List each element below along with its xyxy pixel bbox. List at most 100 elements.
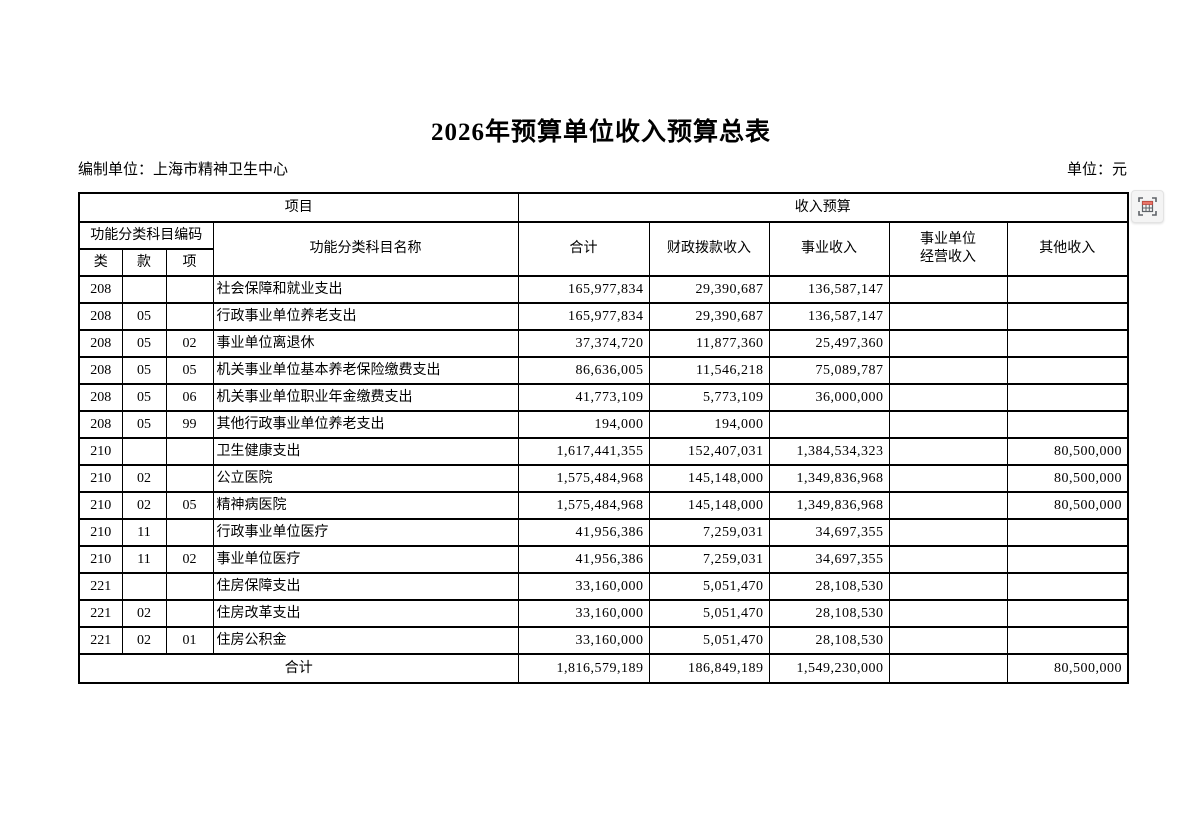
cell-code-kuan: [121, 437, 167, 466]
cell-fiscal-income: 145,148,000: [648, 491, 770, 520]
cell-code-xiang: 02: [165, 545, 214, 574]
table-row: 221 02 住房改革支出 33,160,000 5,051,470 28,108,530: [78, 599, 1129, 628]
table-row: 208 05 05 机关事业单位基本养老保险缴费支出 86,636,005 11,546,…: [78, 356, 1129, 385]
cell-fiscal-income: 29,390,687: [648, 302, 770, 331]
cell-subject-name: 行政事业单位养老支出: [212, 302, 519, 331]
cell-code-lei: 210: [78, 545, 123, 574]
cell-other-income: [1006, 599, 1129, 628]
table-row: 210 02 05 精神病医院 1,575,484,968 145,148,000 1,34…: [78, 491, 1129, 520]
cell-code-kuan: 05: [121, 302, 167, 331]
total-row-other: 80,500,000: [1006, 653, 1129, 684]
cell-code-lei: 208: [78, 410, 123, 439]
header-code-kuan: 款: [121, 248, 167, 277]
cell-total: 41,773,109: [517, 383, 650, 412]
cell-fiscal-income: 11,546,218: [648, 356, 770, 385]
cell-code-xiang: 06: [165, 383, 214, 412]
cell-fiscal-income: 7,259,031: [648, 545, 770, 574]
cell-total: 41,956,386: [517, 545, 650, 574]
cell-business-income: 136,587,147: [768, 275, 890, 304]
cell-code-xiang: [165, 275, 214, 304]
table-row: 208 05 行政事业单位养老支出 165,977,834 29,390,687 136,…: [78, 302, 1129, 331]
cell-code-kuan: 05: [121, 383, 167, 412]
cell-business-income: 28,108,530: [768, 626, 890, 655]
total-row-label: 合计: [78, 653, 519, 684]
cell-code-xiang: 01: [165, 626, 214, 655]
cell-operating-income: [888, 383, 1008, 412]
cell-other-income: [1006, 545, 1129, 574]
header-project: 项目: [78, 192, 519, 223]
cell-fiscal-income: 7,259,031: [648, 518, 770, 547]
header-row-columns: 功能分类科目编码 功能分类科目名称 合计 财政拨款收入 事业收入 事业单位 经营…: [78, 221, 1129, 277]
cell-other-income: 80,500,000: [1006, 464, 1129, 493]
cell-fiscal-income: 5,051,470: [648, 599, 770, 628]
header-business-income: 事业收入: [768, 221, 890, 277]
cell-business-income: 28,108,530: [768, 599, 890, 628]
cell-operating-income: [888, 626, 1008, 655]
cell-business-income: 25,497,360: [768, 329, 890, 358]
prepared-by-label: 编制单位：上海市精神卫生中心: [78, 162, 289, 178]
cell-code-kuan: 02: [121, 464, 167, 493]
table-capture-icon: [1138, 197, 1157, 216]
cell-operating-income: [888, 275, 1008, 304]
cell-total: 1,575,484,968: [517, 464, 650, 493]
cell-code-xiang: [165, 572, 214, 601]
cell-code-kuan: 11: [121, 518, 167, 547]
cell-total: 33,160,000: [517, 626, 650, 655]
cell-business-income: 1,349,836,968: [768, 464, 890, 493]
cell-other-income: [1006, 275, 1129, 304]
cell-code-kuan: [121, 275, 167, 304]
cell-code-xiang: 02: [165, 329, 214, 358]
table-row: 210 11 02 事业单位医疗 41,956,386 7,259,031 34,697,3…: [78, 545, 1129, 574]
cell-code-xiang: [165, 437, 214, 466]
cell-code-kuan: 11: [121, 545, 167, 574]
header-code-lei: 类: [78, 248, 123, 277]
cell-business-income: 34,697,355: [768, 545, 890, 574]
cell-subject-name: 社会保障和就业支出: [212, 275, 519, 304]
cell-other-income: [1006, 383, 1129, 412]
cell-operating-income: [888, 437, 1008, 466]
table-row: 221 02 01 住房公积金 33,160,000 5,051,470 28,108,53…: [78, 626, 1129, 655]
cell-fiscal-income: 29,390,687: [648, 275, 770, 304]
cell-code-kuan: [121, 572, 167, 601]
cell-business-income: 75,089,787: [768, 356, 890, 385]
cell-other-income: [1006, 626, 1129, 655]
cell-total: 1,575,484,968: [517, 491, 650, 520]
cell-operating-income: [888, 599, 1008, 628]
cell-code-lei: 208: [78, 275, 123, 304]
cell-subject-name: 机关事业单位基本养老保险缴费支出: [212, 356, 519, 385]
cell-business-income: 36,000,000: [768, 383, 890, 412]
cell-code-xiang: 05: [165, 356, 214, 385]
total-row-operating: [888, 653, 1008, 684]
cell-total: 33,160,000: [517, 572, 650, 601]
cell-fiscal-income: 5,773,109: [648, 383, 770, 412]
cell-total: 165,977,834: [517, 275, 650, 304]
table-capture-button[interactable]: [1131, 190, 1164, 223]
cell-total: 1,617,441,355: [517, 437, 650, 466]
cell-operating-income: [888, 572, 1008, 601]
cell-business-income: 34,697,355: [768, 518, 890, 547]
header-row-code-parts: 类 款 项: [78, 248, 1128, 277]
cell-code-lei: 210: [78, 464, 123, 493]
cell-code-kuan: 05: [121, 356, 167, 385]
table-row: 221 住房保障支出 33,160,000 5,051,470 28,108,530: [78, 572, 1129, 601]
cell-other-income: [1006, 518, 1129, 547]
cell-subject-name: 事业单位离退休: [212, 329, 519, 358]
cell-subject-name: 行政事业单位医疗: [212, 518, 519, 547]
cell-business-income: 1,384,534,323: [768, 437, 890, 466]
cell-code-lei: 208: [78, 383, 123, 412]
cell-code-xiang: [165, 302, 214, 331]
cell-operating-income: [888, 356, 1008, 385]
cell-subject-name: 事业单位医疗: [212, 545, 519, 574]
cell-other-income: 80,500,000: [1006, 491, 1129, 520]
cell-total: 33,160,000: [517, 599, 650, 628]
header-code-group: 功能分类科目编码: [78, 221, 214, 250]
table-row: 210 卫生健康支出 1,617,441,355 152,407,031 1,384,5…: [78, 437, 1129, 466]
cell-fiscal-income: 5,051,470: [648, 626, 770, 655]
cell-operating-income: [888, 518, 1008, 547]
cell-total: 86,636,005: [517, 356, 650, 385]
header-other-income: 其他收入: [1006, 221, 1129, 277]
cell-fiscal-income: 11,877,360: [648, 329, 770, 358]
cell-code-kuan: 05: [121, 410, 167, 439]
cell-other-income: [1006, 329, 1129, 358]
